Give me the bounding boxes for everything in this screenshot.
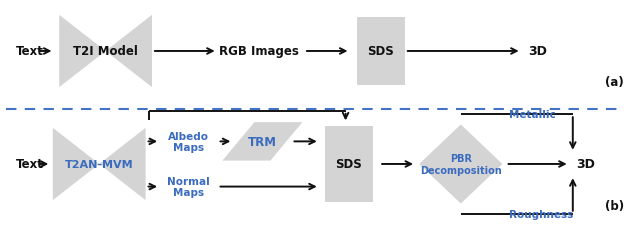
Text: Roughness: Roughness [509, 209, 573, 219]
Polygon shape [106, 16, 152, 88]
Text: T2I Model: T2I Model [73, 45, 138, 58]
Text: SDS: SDS [367, 45, 394, 58]
Text: T2AN-MVM: T2AN-MVM [65, 159, 134, 169]
Polygon shape [223, 123, 302, 161]
Text: TRM: TRM [248, 135, 277, 148]
Text: PBR
Decomposition: PBR Decomposition [420, 153, 502, 175]
Polygon shape [60, 16, 106, 88]
Text: (a): (a) [605, 76, 624, 89]
Text: Text: Text [16, 45, 44, 58]
Text: SDS: SDS [335, 158, 362, 171]
Text: Metallic: Metallic [509, 110, 556, 120]
Polygon shape [419, 125, 502, 204]
Text: Text: Text [16, 158, 44, 171]
Text: 3D: 3D [528, 45, 547, 58]
FancyBboxPatch shape [357, 18, 404, 86]
Text: (b): (b) [605, 199, 624, 212]
Text: RGB Images: RGB Images [220, 45, 299, 58]
Polygon shape [99, 128, 146, 200]
Polygon shape [53, 128, 99, 200]
Text: Albedo
Maps: Albedo Maps [168, 131, 209, 153]
Text: Normal
Maps: Normal Maps [168, 176, 210, 198]
Text: 3D: 3D [576, 158, 595, 171]
FancyBboxPatch shape [325, 126, 372, 202]
